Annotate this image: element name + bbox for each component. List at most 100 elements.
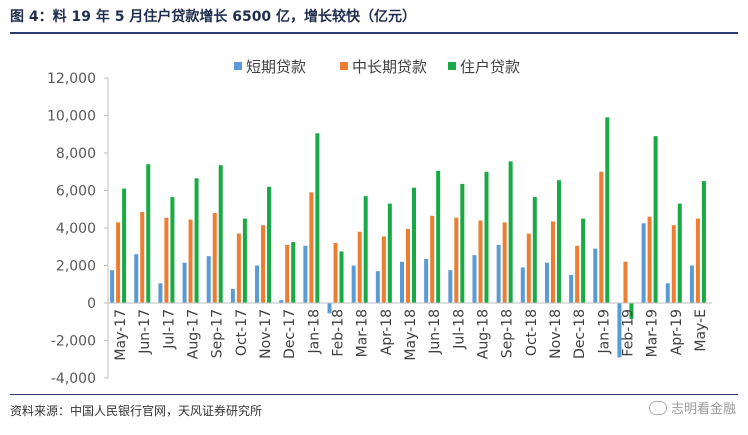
legend-label: 短期贷款 — [246, 58, 306, 76]
bar-2-18 — [556, 180, 561, 303]
bar-0-12 — [400, 261, 404, 303]
bar-2-13 — [436, 170, 441, 303]
bar-0-24 — [689, 265, 694, 303]
bar-1-19 — [575, 245, 580, 303]
bar-2-8 — [315, 133, 320, 303]
bar-0-2 — [158, 283, 163, 303]
bar-1-5 — [236, 233, 241, 303]
bar-0-1 — [134, 254, 139, 303]
x-tick-label: Oct-18 — [524, 309, 540, 356]
bar-2-24 — [701, 181, 706, 303]
x-tick-label: Jun-17 — [137, 309, 153, 355]
bar-2-3 — [194, 178, 199, 303]
bar-1-9 — [333, 243, 338, 303]
bar-1-15 — [478, 220, 483, 303]
chart-legend: 短期贷款 中长期贷款 住户贷款 — [234, 58, 520, 76]
bar-1-0 — [116, 222, 121, 303]
bar-2-22 — [653, 136, 658, 303]
bar-0-15 — [472, 255, 477, 303]
y-tick-label: 8,000 — [56, 146, 96, 162]
bar-1-23 — [671, 225, 676, 303]
bar-2-23 — [677, 203, 682, 303]
y-tick-label: -2,000 — [51, 334, 96, 350]
bar-2-2 — [170, 197, 175, 303]
x-tick-label: Aug-17 — [186, 309, 202, 359]
bar-1-8 — [309, 192, 314, 303]
bar-2-14 — [460, 183, 465, 303]
y-tick-label: 0 — [87, 296, 96, 312]
source-note: 资料来源：中国人民银行官网，天风证券研究所 — [10, 404, 263, 418]
bar-0-16 — [496, 244, 501, 303]
bar-0-18 — [544, 262, 549, 303]
bar-0-3 — [182, 262, 187, 303]
bar-0-10 — [351, 265, 356, 303]
bar-0-21 — [617, 303, 622, 358]
y-tick-label: 6,000 — [56, 184, 96, 200]
bar-0-4 — [206, 256, 211, 303]
bar-1-3 — [188, 219, 193, 303]
x-axis: May-17 Jun-17 Jul-17 Aug-17 Sep-17 Oct-17 Nov-… — [108, 302, 712, 361]
bar-2-17 — [532, 197, 537, 303]
bar-2-6 — [267, 186, 272, 303]
chat-bubble-icon — [648, 400, 667, 415]
x-tick-label: Jun-18 — [427, 309, 443, 355]
x-tick-label: Sep-18 — [500, 309, 516, 358]
legend-label: 住户贷款 — [460, 58, 520, 76]
x-tick-label: Apr-18 — [379, 309, 395, 355]
bar-0-22 — [641, 223, 646, 303]
x-tick-label: Jan-19 — [596, 309, 612, 354]
legend-swatch — [448, 62, 456, 70]
bar-1-12 — [406, 228, 410, 303]
bar-2-19 — [581, 218, 586, 303]
y-tick-label: 4,000 — [56, 221, 96, 237]
bar-0-7 — [279, 300, 284, 303]
bar-2-9 — [339, 251, 344, 303]
x-tick-label: Oct-17 — [234, 309, 250, 356]
x-tick-label: Mar-19 — [645, 309, 661, 357]
y-axis: -4,000 -2,000 0 2,000 4,000 6,000 8,000 10,000 1… — [47, 71, 109, 387]
bar-0-13 — [424, 258, 429, 303]
bar-2-1 — [146, 164, 151, 303]
bar-0-9 — [327, 303, 332, 314]
bar-2-4 — [218, 165, 223, 303]
bar-2-16 — [508, 161, 513, 303]
x-tick-label: Mar-18 — [355, 309, 371, 357]
bar-1-17 — [526, 233, 531, 303]
y-tick-label: 10,000 — [47, 109, 96, 125]
bar-0-0 — [110, 270, 115, 303]
watermark-text: 志明看金融 — [670, 402, 736, 417]
bar-series — [110, 117, 706, 358]
legend-swatch — [234, 62, 242, 70]
x-tick-label: Feb-19 — [620, 309, 636, 357]
x-tick-label: Apr-19 — [669, 309, 685, 355]
bar-0-8 — [303, 245, 308, 303]
bar-chart: 短期贷款 中长期贷款 住户贷款 -4,000 -2,000 0 2,000 4,000 6,0… — [47, 58, 712, 387]
x-tick-label: May-18 — [403, 309, 419, 361]
bar-1-7 — [285, 244, 290, 303]
x-tick-label: Jul-18 — [451, 309, 467, 350]
x-tick-label: Dec-17 — [282, 309, 298, 359]
bar-0-5 — [230, 288, 235, 303]
bar-1-24 — [695, 218, 700, 303]
bar-1-21 — [623, 261, 628, 303]
bar-1-22 — [647, 216, 652, 303]
bar-0-11 — [375, 271, 380, 303]
y-tick-label: 12,000 — [47, 71, 96, 87]
bar-1-14 — [454, 217, 459, 303]
bar-1-11 — [381, 236, 386, 303]
bar-1-18 — [550, 221, 555, 303]
bar-2-21 — [629, 303, 634, 319]
legend-swatch — [340, 62, 348, 70]
bar-2-12 — [412, 187, 416, 303]
bar-2-10 — [363, 196, 368, 303]
x-tick-label: Dec-18 — [572, 309, 588, 359]
bar-1-1 — [140, 212, 145, 303]
x-tick-label: May-E — [693, 309, 709, 352]
bar-2-7 — [291, 242, 296, 303]
bar-0-20 — [593, 248, 598, 303]
footer-divider — [10, 394, 738, 395]
x-tick-label: Aug-18 — [475, 309, 491, 359]
bar-0-17 — [520, 267, 525, 303]
legend-label: 中长期贷款 — [352, 58, 427, 76]
watermark: 志明看金融 — [648, 398, 736, 417]
